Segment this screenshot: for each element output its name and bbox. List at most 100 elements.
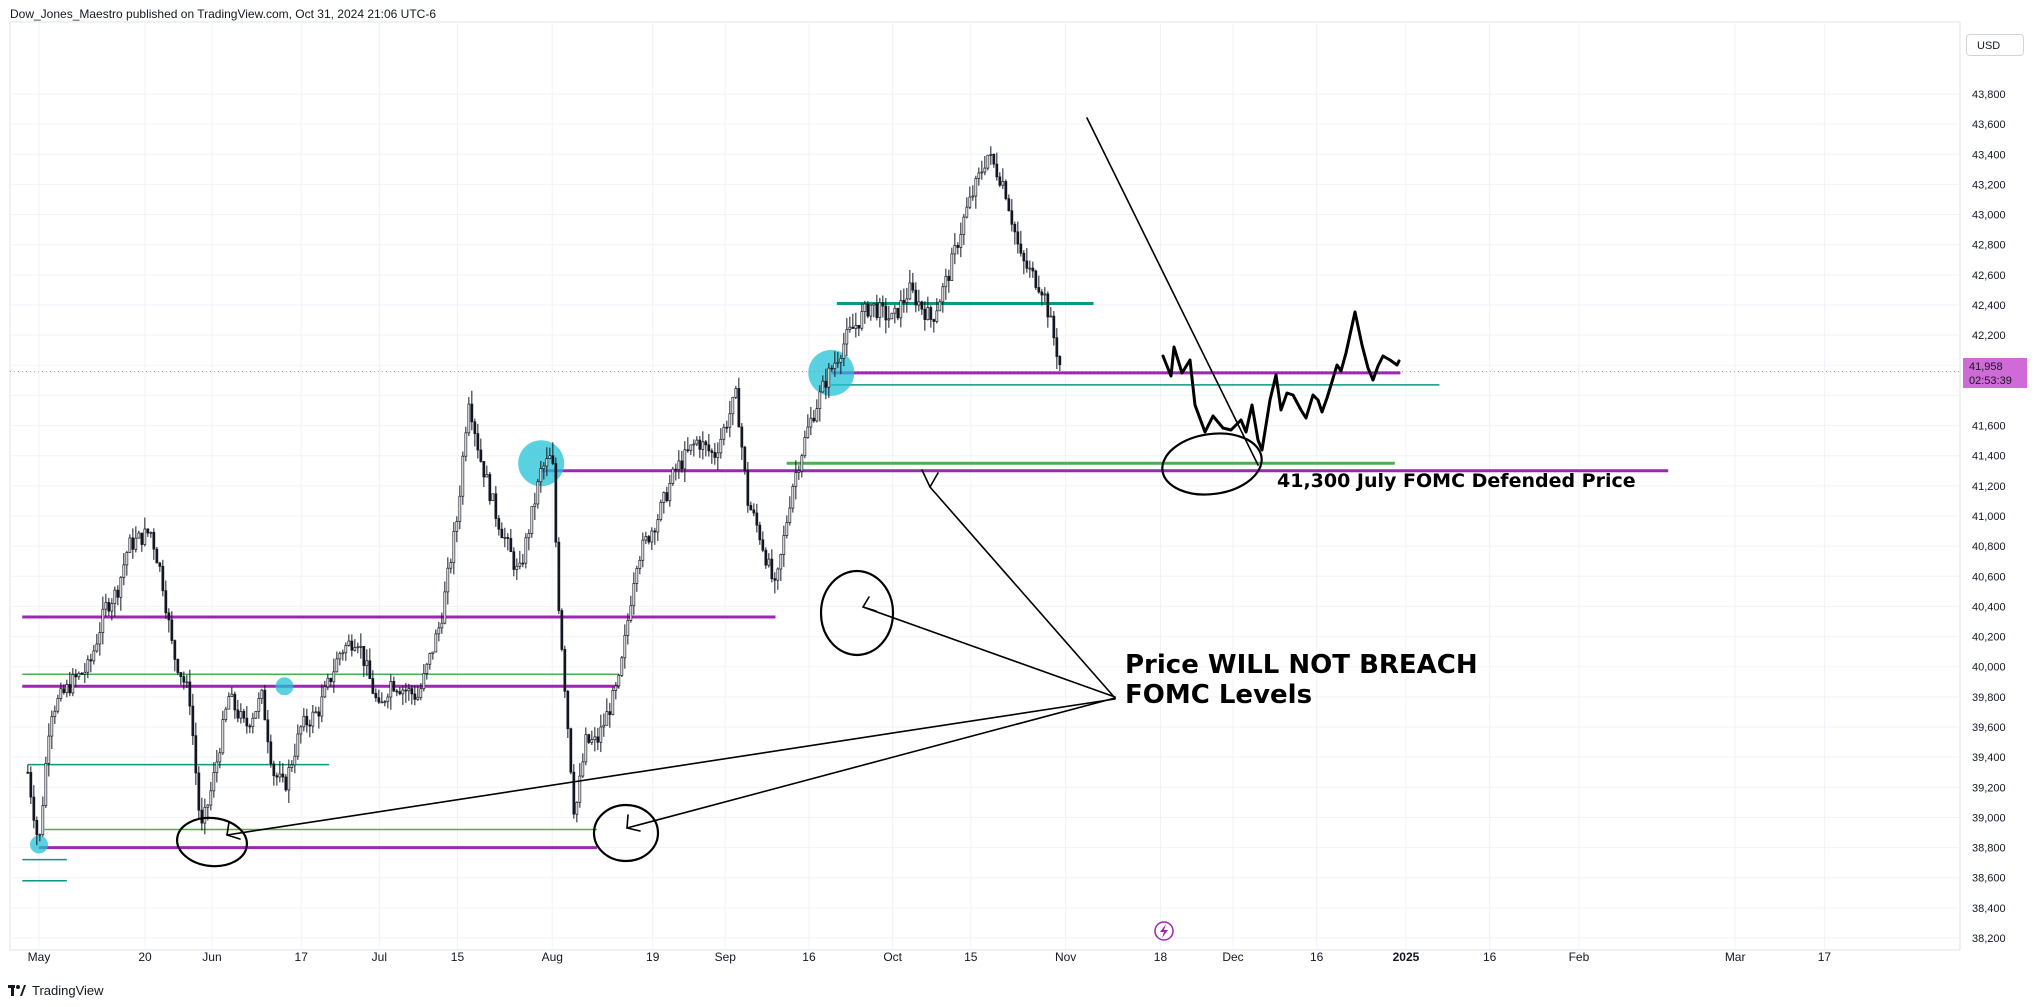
candle-body — [1022, 252, 1026, 262]
candle-body — [194, 735, 198, 774]
candle-body — [890, 312, 894, 320]
candle-body — [806, 426, 810, 438]
drawn-circle-sep-low — [819, 569, 895, 657]
candle-body — [839, 358, 843, 363]
candle-body — [776, 568, 780, 581]
candle-body — [392, 681, 396, 692]
candle-body — [398, 691, 402, 695]
candle-body — [833, 362, 837, 370]
candle-body — [698, 439, 702, 450]
candle-body — [974, 178, 978, 197]
candle-body — [182, 676, 186, 683]
candle-body — [734, 388, 738, 398]
candle-body — [449, 562, 453, 569]
candle-body — [362, 646, 366, 666]
candle-body — [296, 733, 300, 757]
candle-body — [617, 674, 621, 687]
candle-body — [581, 761, 585, 777]
candle-body — [656, 519, 660, 533]
candle-body — [560, 610, 564, 650]
publisher-header: Dow_Jones_Maestro published on TradingVi… — [10, 7, 437, 21]
candle-body — [506, 536, 510, 539]
candle-body — [242, 710, 246, 719]
candle-body — [836, 361, 840, 364]
candle-body — [569, 728, 573, 773]
candle-body — [884, 305, 888, 321]
candle-body — [89, 659, 93, 662]
price-tick-label: 42,400 — [1972, 300, 2006, 312]
arrow-line-to-may-low — [226, 698, 1116, 836]
candle-body — [770, 558, 774, 580]
candle-body — [413, 693, 417, 700]
candle-body — [659, 502, 663, 520]
candle-body — [1025, 260, 1029, 269]
drawn-circle-may-low — [176, 816, 248, 868]
footer-brand[interactable]: TradingView — [8, 983, 104, 998]
candle-body — [797, 470, 801, 473]
candle-body — [278, 773, 282, 778]
candle-body — [896, 307, 900, 319]
currency-button[interactable]: USD — [1966, 34, 2024, 56]
candle-body — [50, 716, 54, 737]
candle-body — [674, 468, 678, 471]
arrow-line-to-fomc-level — [929, 486, 1116, 699]
time-tick-label: Aug — [542, 950, 563, 964]
candle-body — [71, 674, 75, 694]
candle-body — [266, 719, 270, 743]
candle-body — [653, 530, 657, 533]
candle-body — [866, 303, 870, 317]
candle-body — [695, 439, 699, 445]
candle-body — [308, 724, 312, 727]
candle-body — [1001, 181, 1005, 186]
time-tick-label: 17 — [1818, 950, 1832, 964]
candle-body — [881, 302, 885, 307]
candle-body — [647, 536, 651, 543]
downtrend-line — [1086, 117, 1259, 466]
candle-body — [473, 421, 477, 434]
candle-body — [1013, 223, 1017, 233]
candle-body — [137, 532, 141, 539]
candle-body — [812, 417, 816, 422]
candle-body — [680, 460, 684, 470]
time-tick-label: Feb — [1569, 950, 1590, 964]
candle-body — [593, 736, 597, 740]
candle-body — [683, 449, 687, 470]
price-tick-label: 40,800 — [1972, 541, 2006, 553]
candle-body — [305, 715, 309, 726]
candle-body — [638, 559, 642, 569]
time-tick-label: 2025 — [1393, 950, 1420, 964]
candle-body — [206, 804, 210, 808]
candle-body — [479, 449, 483, 462]
candle-body — [1019, 243, 1023, 254]
candle-body — [1034, 270, 1038, 288]
lightning-icon[interactable] — [1154, 921, 1174, 941]
candle-body — [455, 521, 459, 532]
price-tick-label: 38,800 — [1972, 843, 2006, 855]
candle-body — [143, 528, 147, 545]
price-tick-label: 38,400 — [1972, 903, 2006, 915]
time-tick-label: 17 — [295, 950, 309, 964]
candle-body — [602, 724, 606, 728]
candle-body — [329, 677, 333, 683]
candle-body — [563, 649, 567, 692]
candle-body — [503, 536, 507, 539]
candle-body — [1046, 293, 1050, 318]
candle-body — [326, 677, 330, 688]
price-tick-label: 39,200 — [1972, 782, 2006, 794]
candle-body — [491, 493, 495, 502]
time-tick-label: Oct — [883, 950, 902, 964]
candle-body — [743, 446, 747, 471]
candle-body — [614, 685, 618, 691]
breach-warning-line2: FOMC Levels — [1125, 680, 1312, 710]
price-tick-label: 43,400 — [1972, 149, 2006, 161]
candle-body — [941, 286, 945, 303]
time-axis: May 20 Jun 17 Jul 15 Aug 19 Sep 16 Oct 15 Nov 18 Dec 16… — [28, 950, 1832, 964]
candle-body — [773, 578, 777, 581]
candle-body — [245, 717, 249, 727]
candle-body — [347, 640, 351, 646]
price-tick-label: 38,200 — [1972, 933, 2006, 945]
candle-body — [707, 444, 711, 452]
candle-body — [149, 531, 153, 534]
price-tick-label: 39,000 — [1972, 812, 2006, 824]
